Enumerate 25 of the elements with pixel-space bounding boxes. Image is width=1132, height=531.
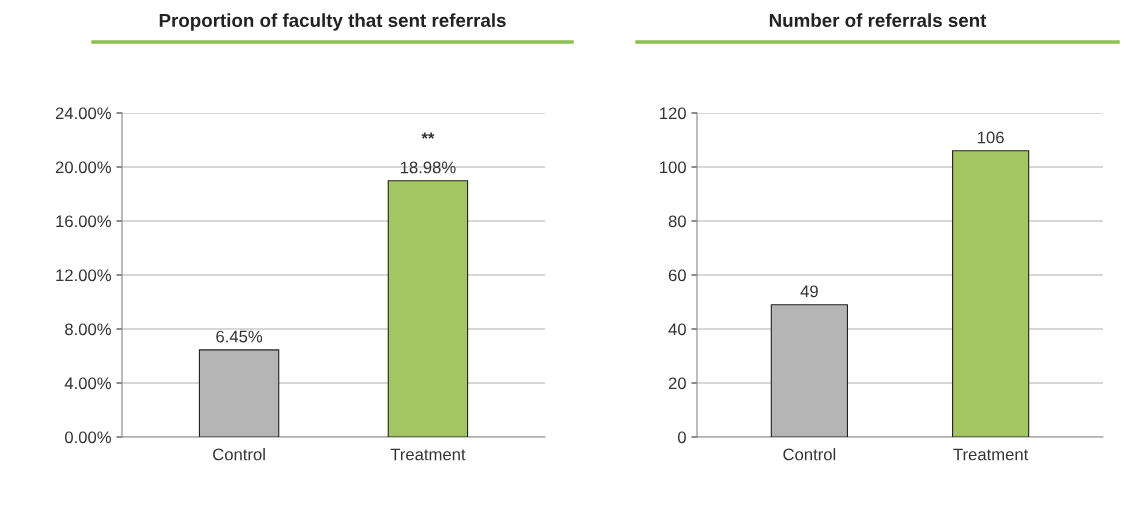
y-tick-label: 12.00% [56, 269, 111, 282]
y-tick-label: 60 [668, 269, 686, 282]
y-tick-label: 4.00% [64, 377, 111, 390]
y-tick-label: 120 [660, 107, 686, 120]
data-label: 106 [977, 131, 1004, 144]
y-tick-label: 24.00% [55, 107, 111, 120]
y-tick-label: 80 [668, 215, 686, 228]
chart-title: Number of referrals sent [769, 13, 987, 28]
annotation: ** [421, 132, 435, 139]
y-tick-label: 20 [668, 377, 686, 390]
y-tick-label: 16.00% [56, 215, 111, 228]
x-tick-label: Treatment [390, 448, 466, 461]
x-tick-label: Treatment [953, 448, 1029, 461]
data-label: 6.45% [216, 330, 263, 343]
y-tick-label: 40 [668, 323, 686, 336]
x-tick-label: Control [783, 448, 836, 461]
y-tick-label: 20.00% [55, 161, 111, 174]
y-tick-label: 0.00% [64, 431, 111, 444]
y-tick-label: 0 [677, 431, 686, 444]
data-label: 49 [800, 285, 818, 298]
y-tick-label: 8.00% [65, 323, 111, 336]
x-tick-label: Control [213, 448, 265, 461]
chart-title: Proportion of faculty that sent referrals [159, 13, 506, 31]
data-label: 18.98% [400, 161, 456, 174]
y-tick-label: 100 [660, 161, 686, 174]
